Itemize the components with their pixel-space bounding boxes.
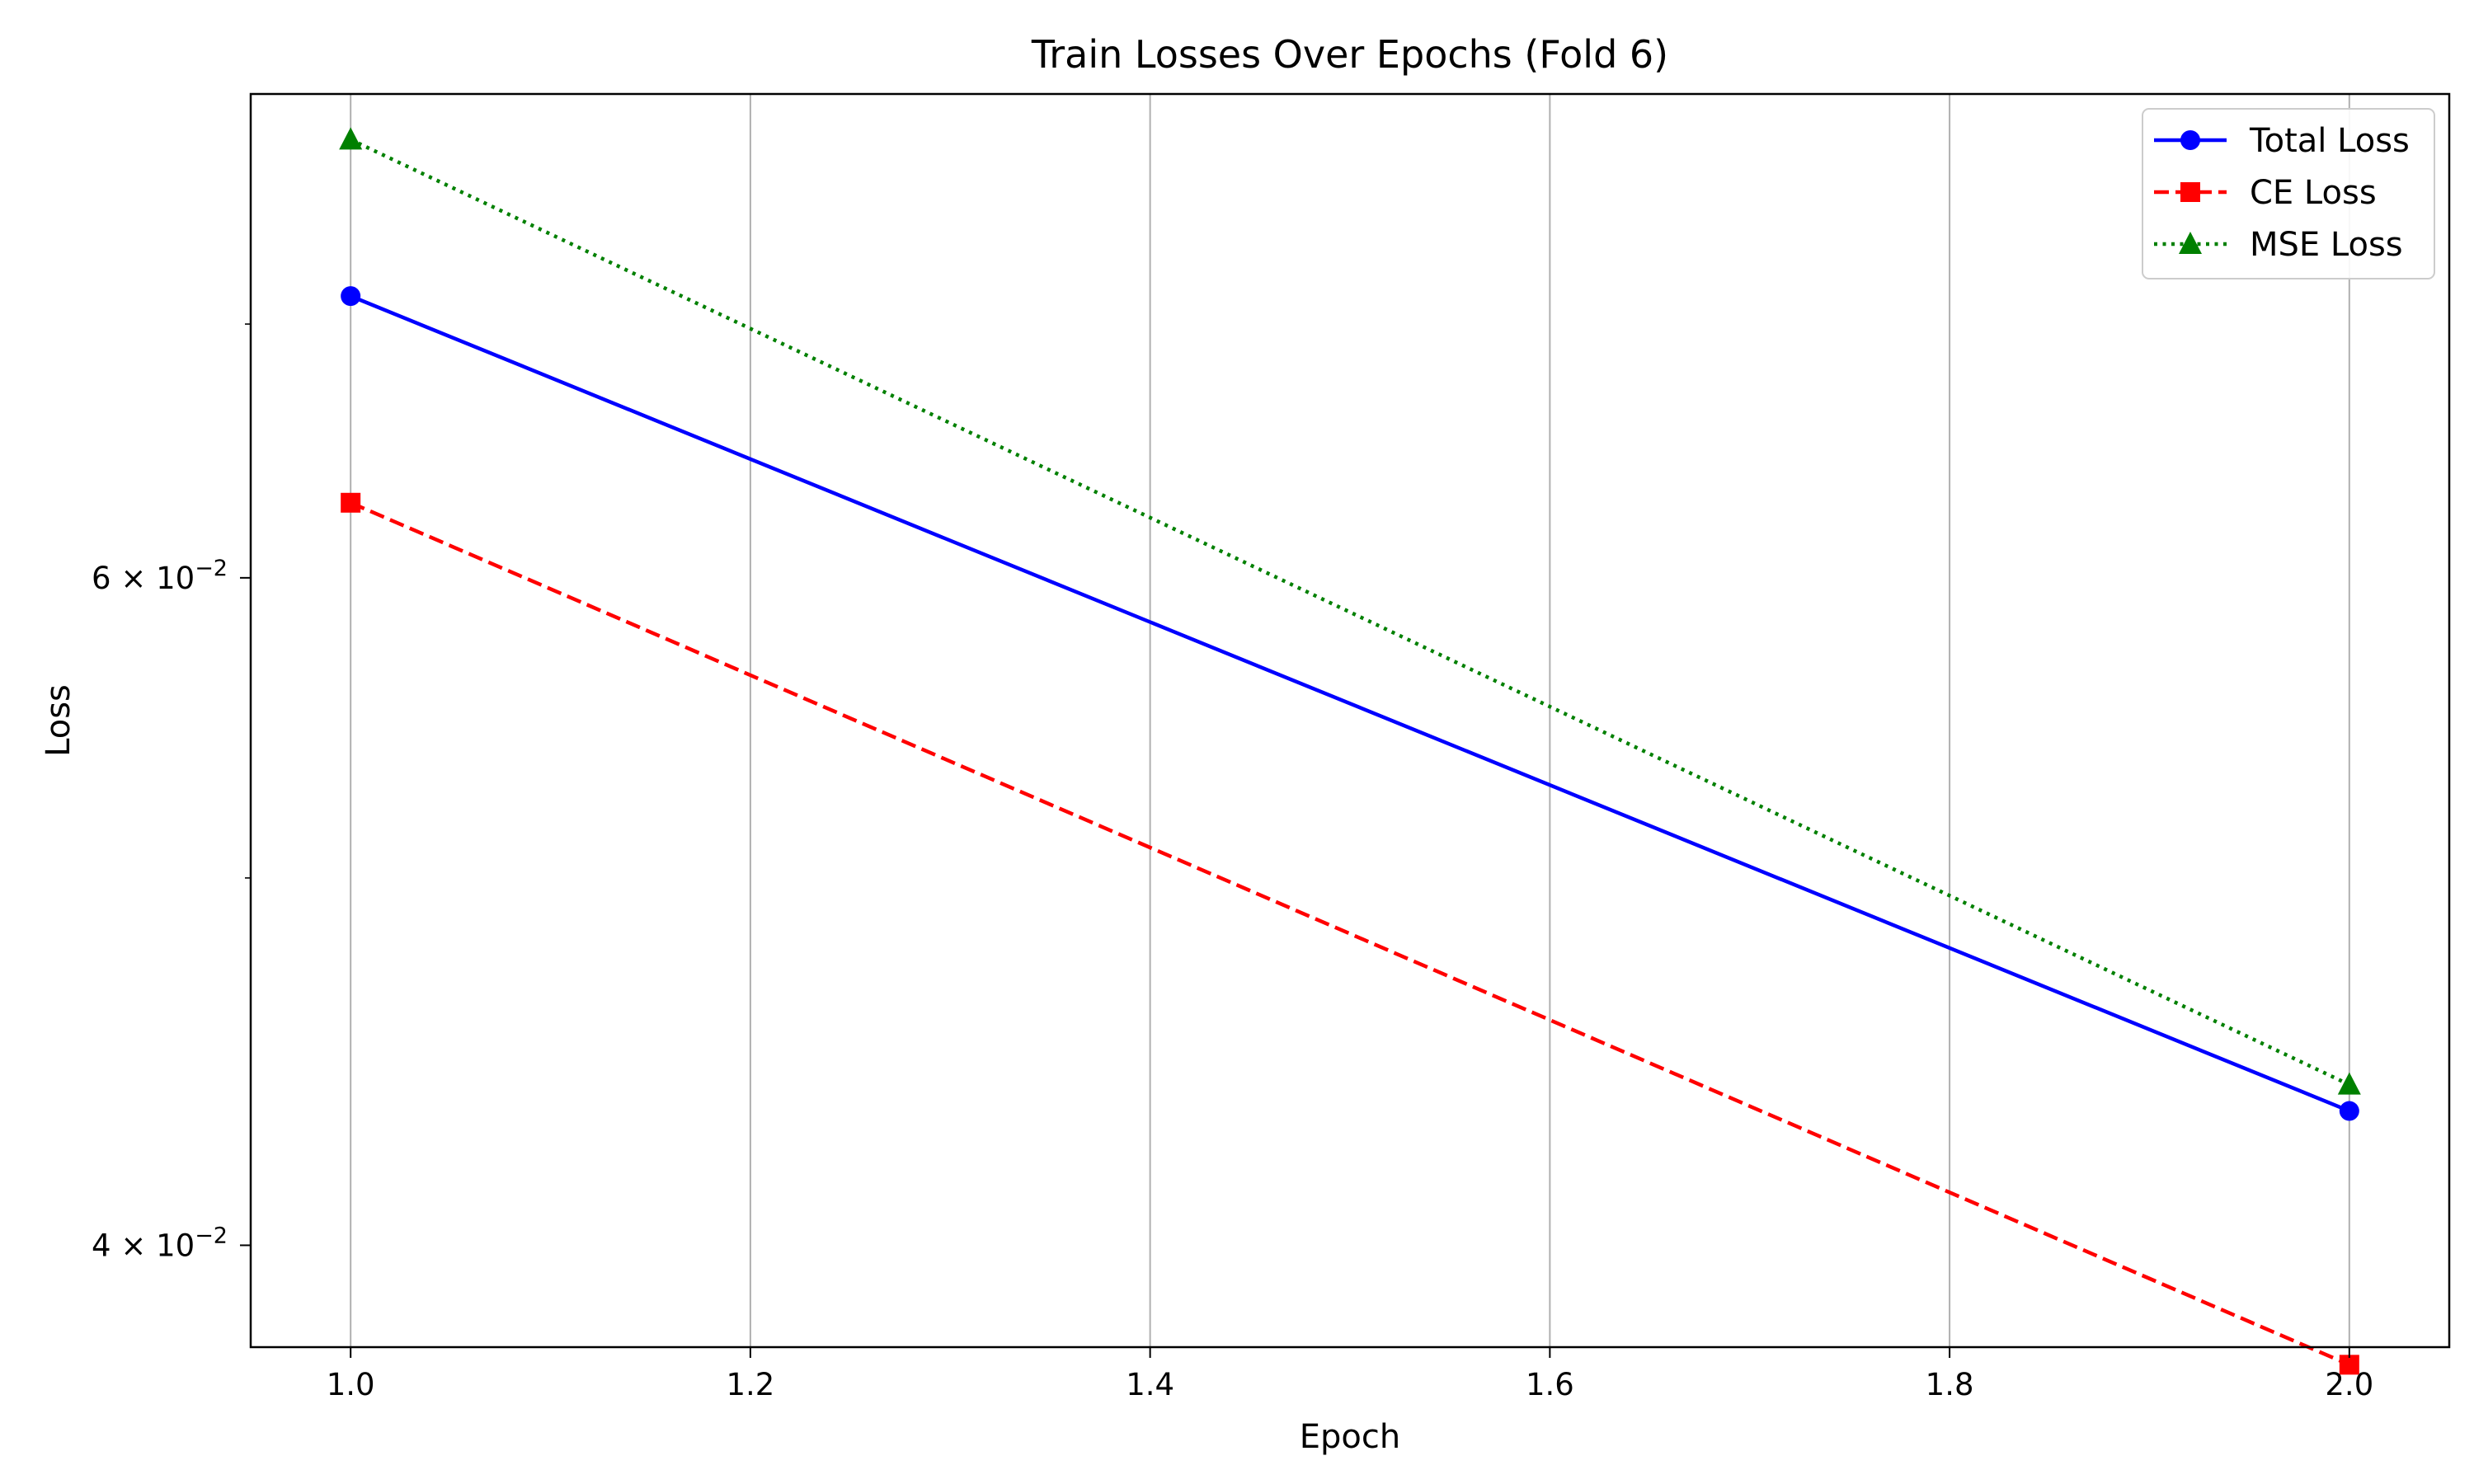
x-tick-label: 1.8 [1926, 1367, 1974, 1402]
x-tick-label: 1.2 [726, 1367, 774, 1402]
series-0-point-0 [341, 286, 361, 307]
legend-label-2: MSE Loss [2250, 226, 2403, 264]
plot-frame [249, 92, 2451, 1349]
x-tick-label: 1.6 [1526, 1367, 1574, 1402]
legend-marker-1 [2180, 182, 2200, 202]
y-axis-label: Loss [40, 684, 78, 757]
legend-box [2142, 108, 2435, 279]
series-2-point-0 [339, 127, 363, 150]
axis-ticks: 1.0 1.2 1.4 1.6 1.8 2.0 4 × 10−2 6 × 10−2 [92, 323, 2373, 1402]
series-1-point-0 [341, 492, 361, 513]
series-2-point-1 [2337, 1072, 2361, 1095]
x-tick-label: 1.0 [327, 1367, 375, 1402]
series-0-point-1 [2339, 1101, 2359, 1121]
grid-lines [350, 94, 2350, 1347]
x-tick-label: 1.4 [1126, 1367, 1174, 1402]
chart-title: Train Losses Over Epochs (Fold 6) [1031, 32, 1668, 77]
x-tick-label: 2.0 [2325, 1367, 2373, 1402]
series-line-1 [350, 500, 2350, 1367]
y-tick-label: 6 × 10−2 [92, 556, 228, 596]
legend-marker-2 [2179, 232, 2202, 254]
series-line-0 [350, 294, 2350, 1113]
legend: Total Loss CE Loss MSE Loss [2142, 108, 2435, 279]
legend-marker-0 [2180, 130, 2200, 150]
legend-label-1: CE Loss [2250, 174, 2377, 212]
legend-label-0: Total Loss [2249, 122, 2410, 160]
series-lines [339, 127, 2361, 1375]
x-axis-label: Epoch [1300, 1418, 1400, 1456]
series-1-point-1 [2339, 1355, 2359, 1375]
y-tick-label: 4 × 10−2 [92, 1223, 228, 1263]
